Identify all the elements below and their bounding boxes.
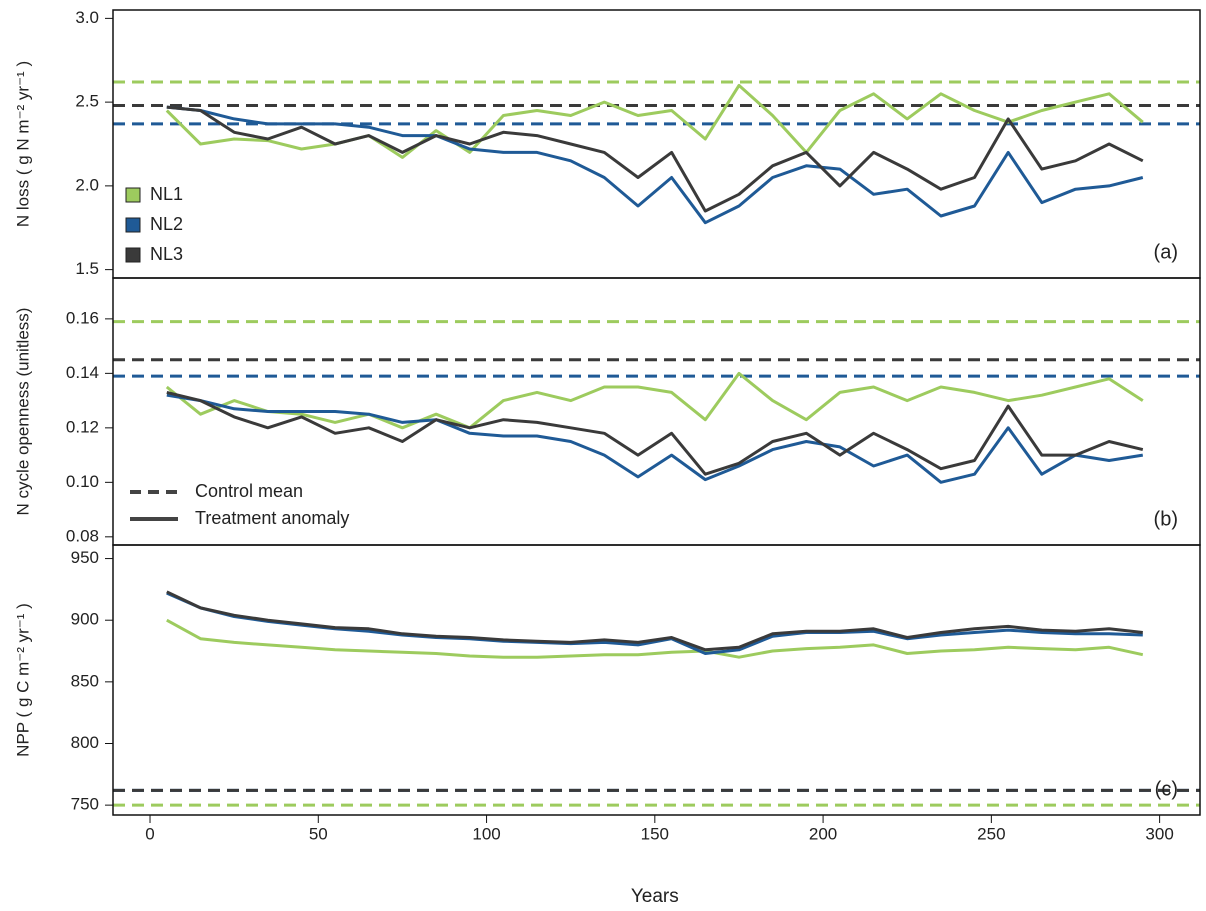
x-tick-label: 150: [641, 824, 669, 843]
series-line: [166, 105, 1144, 225]
y-axis-title: N cycle openness (unitless): [13, 308, 32, 516]
legend-label: NL2: [150, 214, 183, 234]
series-line: [166, 390, 1144, 476]
y-axis-title: NPP ( g C m⁻² yr⁻¹ ): [13, 603, 32, 757]
series-line: [166, 105, 1144, 213]
y-tick-label: 900: [71, 610, 99, 629]
x-tick-label: 250: [977, 824, 1005, 843]
y-tick-label: 2.5: [75, 92, 99, 111]
y-tick-label: 0.12: [66, 417, 99, 436]
y-tick-label: 800: [71, 733, 99, 752]
y-tick-label: 3.0: [75, 8, 99, 27]
x-tick-label: 0: [145, 824, 154, 843]
series-line: [165, 83, 1144, 159]
legend-swatch: [125, 217, 141, 233]
y-tick-label: 1.5: [75, 259, 99, 278]
y-tick-label: 850: [71, 671, 99, 690]
panel-label: (c): [1155, 778, 1178, 800]
legend-swatch: [125, 247, 141, 263]
y-tick-label: 950: [71, 548, 99, 567]
legend-label: Treatment anomaly: [195, 508, 349, 528]
x-tick-label: 100: [472, 824, 500, 843]
series-line: [166, 590, 1143, 652]
series-line: [166, 393, 1144, 484]
legend-label: Control mean: [195, 481, 303, 501]
legend-label: NL3: [150, 244, 183, 264]
x-axis-title: Years: [631, 886, 679, 907]
y-tick-label: 750: [71, 795, 99, 814]
y-tick-label: 0.10: [66, 472, 99, 491]
x-tick-label: 50: [309, 824, 328, 843]
y-tick-label: 2.0: [75, 175, 99, 194]
panel-frame: [112, 544, 1201, 816]
series-line: [165, 371, 1144, 430]
y-tick-label: 0.16: [66, 308, 99, 327]
series-line: [166, 618, 1144, 659]
y-axis-title: N loss ( g N m⁻² yr⁻¹ ): [13, 61, 32, 227]
y-tick-label: 0.14: [66, 363, 99, 382]
x-tick-label: 300: [1145, 824, 1173, 843]
legend-label: NL1: [150, 184, 183, 204]
legend-swatch: [125, 187, 141, 203]
series-line: [166, 591, 1143, 655]
panel-label: (b): [1154, 508, 1178, 530]
y-tick-label: 0.08: [66, 526, 99, 545]
x-tick-label: 200: [809, 824, 837, 843]
panel-label: (a): [1154, 241, 1178, 263]
